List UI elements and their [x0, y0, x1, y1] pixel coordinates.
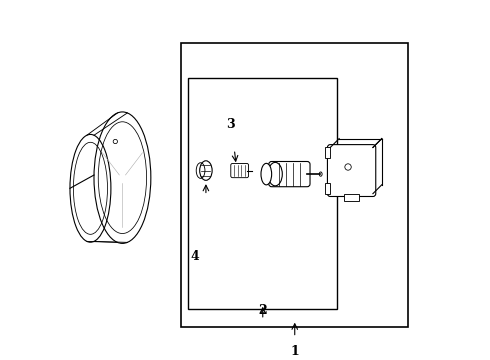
FancyBboxPatch shape [269, 162, 310, 187]
Text: 1: 1 [291, 345, 299, 357]
Ellipse shape [261, 163, 271, 185]
Bar [344, 194, 359, 201]
Text: 3: 3 [226, 118, 235, 131]
Bar [188, 78, 338, 309]
Bar [181, 42, 409, 327]
Ellipse shape [319, 172, 322, 176]
Ellipse shape [200, 161, 212, 180]
Text: 2: 2 [258, 304, 267, 317]
FancyBboxPatch shape [327, 145, 376, 197]
FancyBboxPatch shape [231, 163, 248, 177]
Bar [325, 148, 330, 158]
Ellipse shape [268, 162, 282, 186]
Bar [325, 183, 330, 194]
Text: 4: 4 [191, 251, 199, 264]
